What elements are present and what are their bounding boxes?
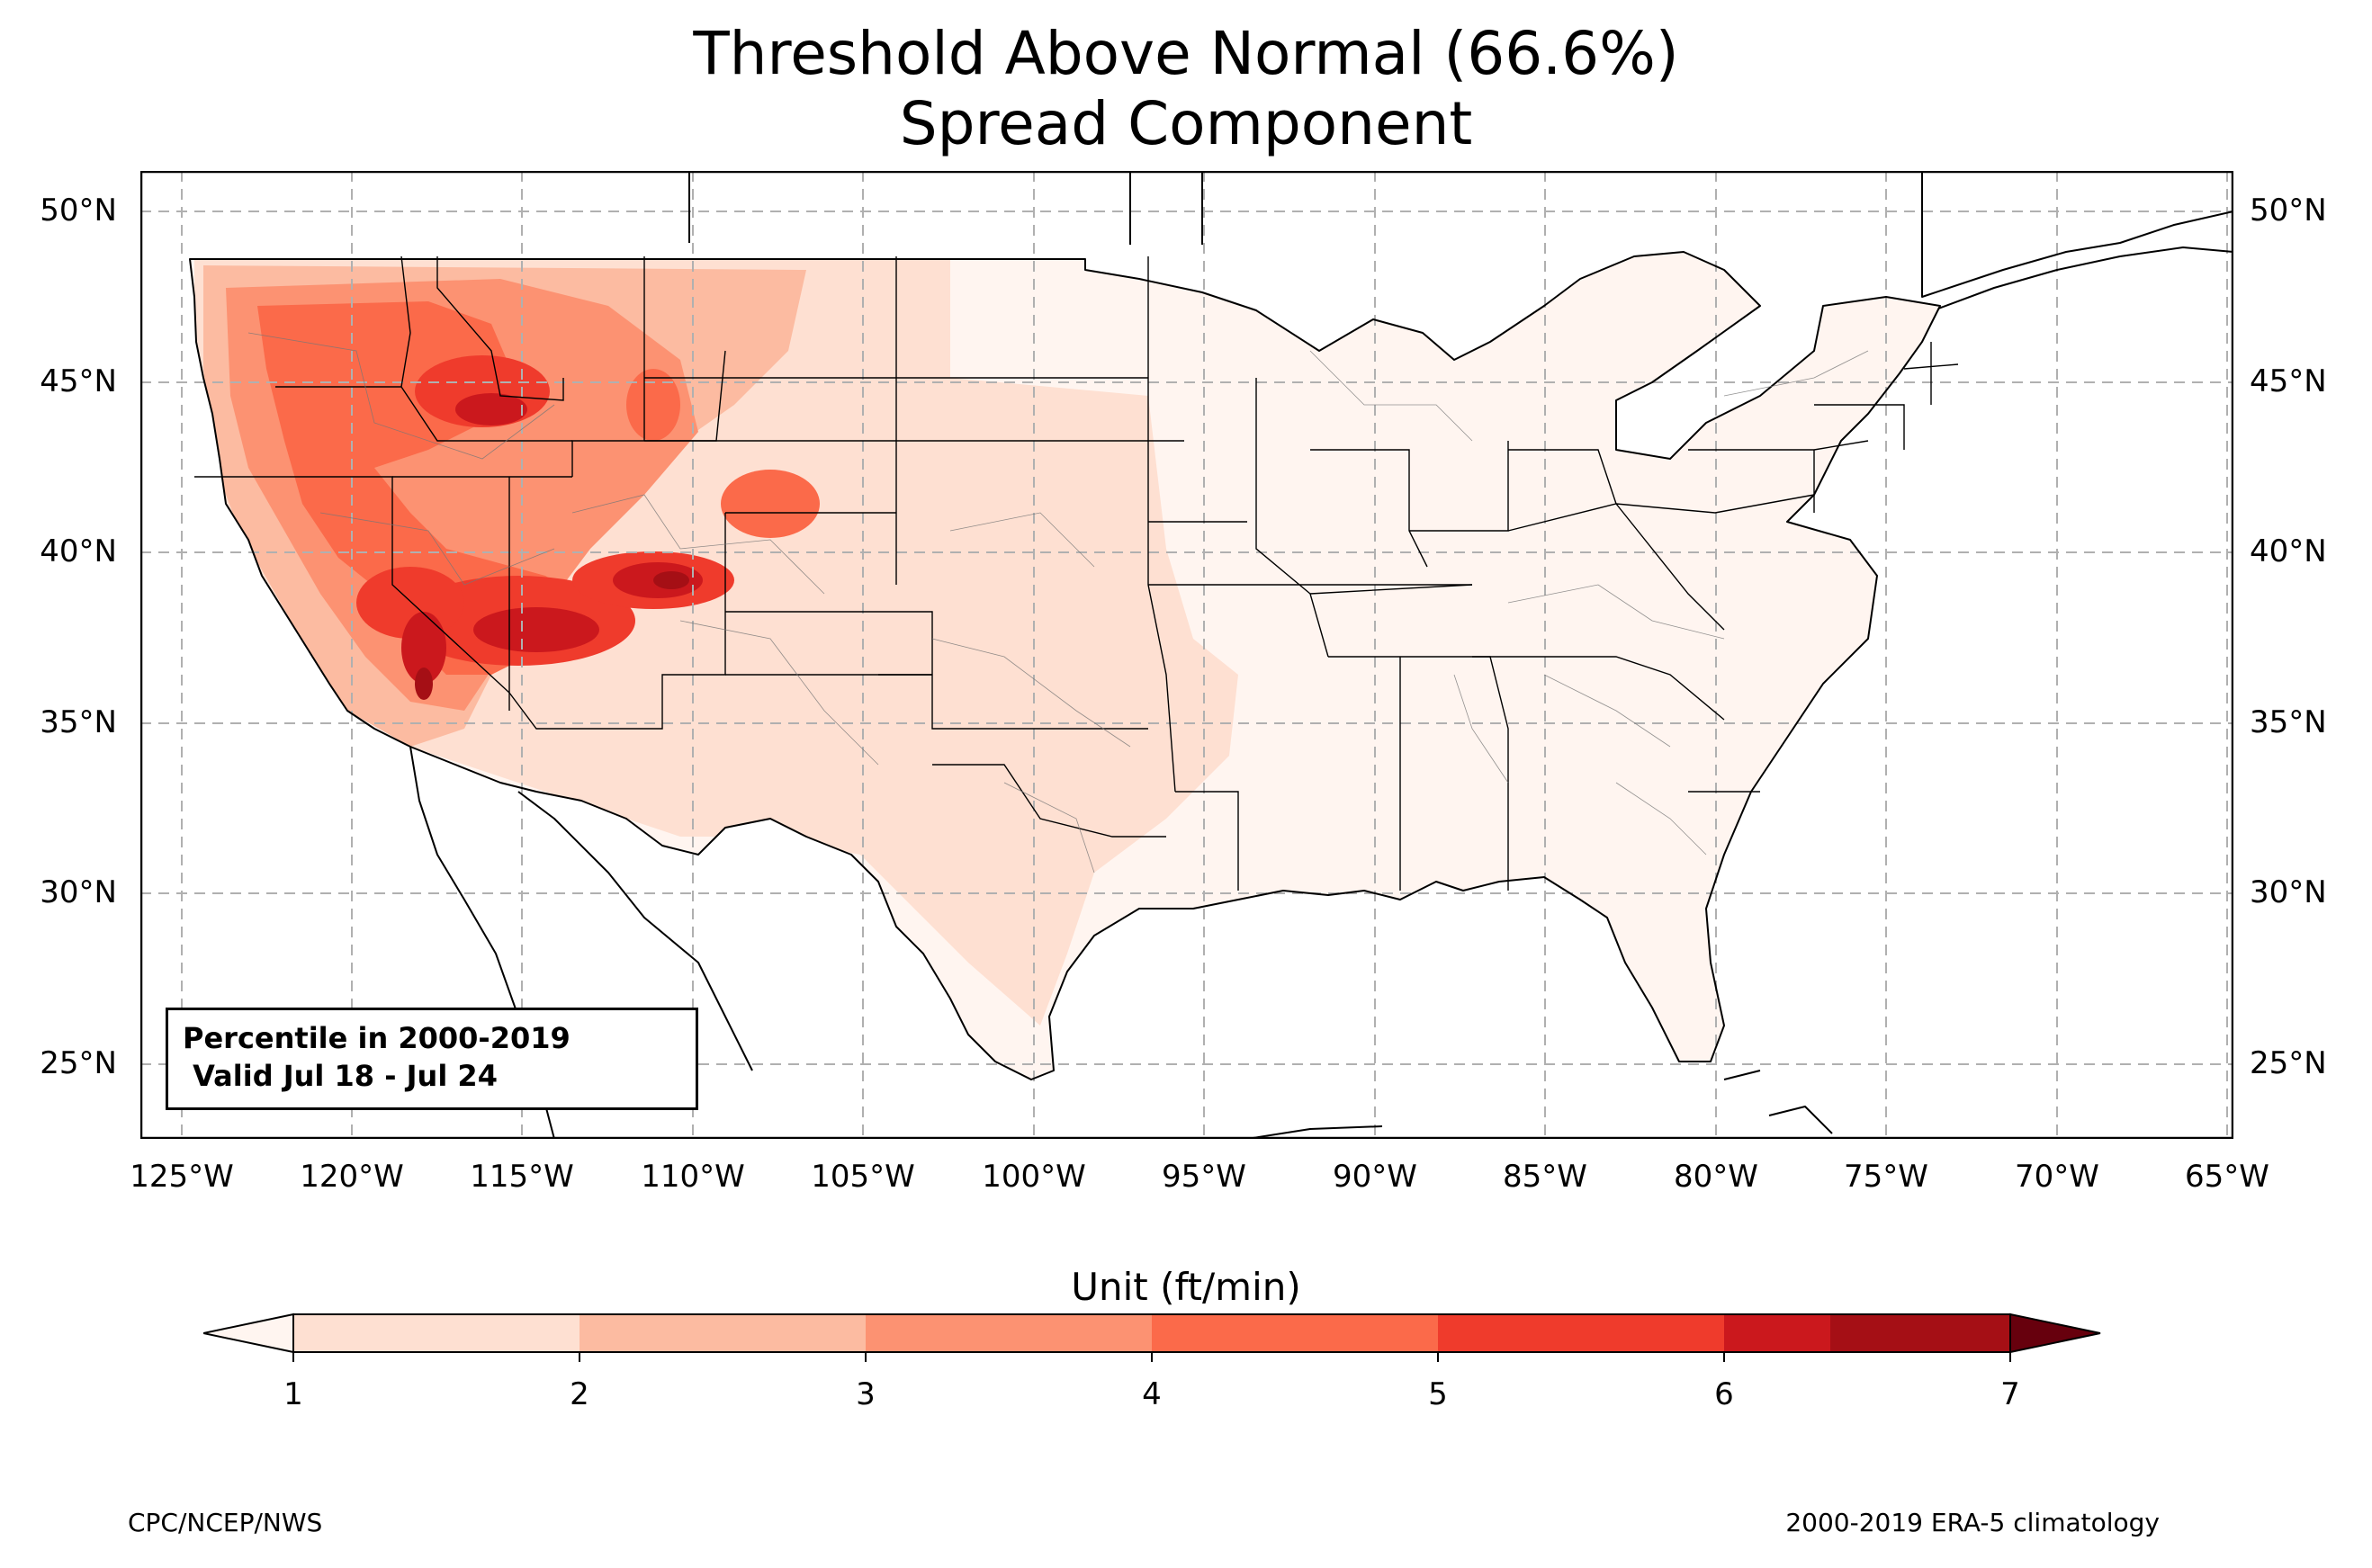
info-box: Percentile in 2000-2019 Valid Jul 18 - J… xyxy=(166,1008,698,1110)
colorbar-tick-label: 2 xyxy=(570,1376,589,1412)
colorbar-tick-label: 3 xyxy=(856,1376,876,1412)
lat-tick-label: 25°N xyxy=(40,1045,117,1081)
lat-tick-label: 50°N xyxy=(40,193,117,228)
lon-tick-label: 100°W xyxy=(982,1159,1086,1195)
lon-tick-label: 105°W xyxy=(811,1159,915,1195)
lat-tick-label-right: 35°N xyxy=(2250,704,2327,740)
lon-tick-label: 90°W xyxy=(1333,1159,1417,1195)
lon-tick-label: 115°W xyxy=(470,1159,574,1195)
lat-tick-label: 35°N xyxy=(40,704,117,740)
colorbar-tick-label: 4 xyxy=(1142,1376,1162,1412)
lon-tick-label: 75°W xyxy=(1844,1159,1928,1195)
colorbar-tick-label: 6 xyxy=(1714,1376,1734,1412)
map-canvas xyxy=(140,171,2233,1139)
lat-tick-label: 45°N xyxy=(40,363,117,399)
lon-tick-label: 85°W xyxy=(1503,1159,1587,1195)
info-box-line2: Valid Jul 18 - Jul 24 xyxy=(183,1059,498,1093)
map-subtitle: Spread Component xyxy=(899,89,1473,158)
lat-tick-label-right: 30°N xyxy=(2250,874,2327,910)
lat-tick-label-right: 45°N xyxy=(2250,363,2327,399)
lon-tick-label: 65°W xyxy=(2185,1159,2269,1195)
lat-tick-label-right: 50°N xyxy=(2250,193,2327,228)
colorbar-label: Unit (ft/min) xyxy=(1071,1265,1301,1309)
lon-tick-label: 80°W xyxy=(1674,1159,1758,1195)
info-box-line1: Percentile in 2000-2019 xyxy=(183,1021,571,1055)
lat-tick-label-right: 40°N xyxy=(2250,533,2327,569)
map-title: Threshold Above Normal (66.6%) xyxy=(693,19,1679,88)
lon-tick-label: 110°W xyxy=(641,1159,745,1195)
lon-tick-label: 125°W xyxy=(130,1159,234,1195)
colorbar-tick-label: 5 xyxy=(1428,1376,1448,1412)
colorbar-tick-label: 1 xyxy=(283,1376,303,1412)
lon-tick-label: 95°W xyxy=(1162,1159,1246,1195)
lat-tick-label: 40°N xyxy=(40,533,117,569)
lat-tick-label-right: 25°N xyxy=(2250,1045,2327,1081)
lon-tick-label: 120°W xyxy=(300,1159,404,1195)
colorbar-tick-label: 7 xyxy=(2000,1376,2020,1412)
credit-right: 2000-2019 ERA-5 climatology xyxy=(1785,1508,2160,1537)
map-panel xyxy=(140,171,2233,1139)
credit-left: CPC/NCEP/NWS xyxy=(128,1508,323,1537)
lon-tick-label: 70°W xyxy=(2015,1159,2099,1195)
lat-tick-label: 30°N xyxy=(40,874,117,910)
colorbar xyxy=(203,1313,2101,1362)
